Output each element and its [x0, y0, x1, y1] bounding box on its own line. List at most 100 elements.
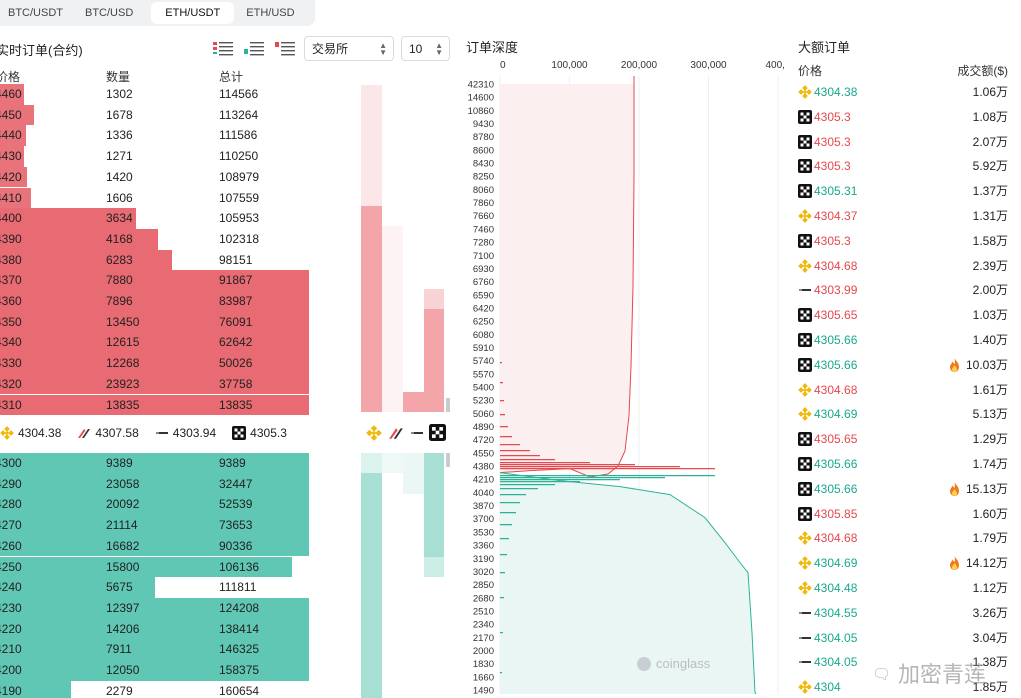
- big-order-amount: 5.92万: [972, 159, 1008, 174]
- bid-row[interactable]: 4280 20092 52539: [0, 494, 340, 516]
- big-order-price: 4304.68: [814, 382, 858, 397]
- ask-row[interactable]: 4350 13450 76091: [0, 311, 340, 333]
- depth-select[interactable]: 10 ▲ ▼: [401, 36, 450, 61]
- big-order-amount: 2.07万: [972, 134, 1008, 149]
- big-order-row[interactable]: 4304.38 1.06万: [796, 80, 1021, 105]
- bid-total: 124208: [219, 600, 260, 615]
- bybit-icon[interactable]: [388, 425, 404, 441]
- bid-row[interactable]: 4290 23058 32447: [0, 473, 340, 495]
- ask-row[interactable]: 4450 1678 113264: [0, 104, 340, 126]
- tab-eth-usdt[interactable]: ETH/USDT: [151, 2, 235, 24]
- bid-row[interactable]: 4210 7911 146325: [0, 639, 340, 660]
- big-order-price: 4305.65: [814, 432, 858, 447]
- big-order-row[interactable]: 4305.65 1.29万: [796, 427, 1021, 452]
- ask-price: 4330: [0, 356, 22, 371]
- big-order-row[interactable]: 4304.68 1.79万: [796, 526, 1021, 551]
- bid-row[interactable]: 4260 16682 90336: [0, 535, 340, 557]
- bid-row[interactable]: 4240 5675 111811: [0, 577, 340, 598]
- ask-row[interactable]: 4330 12268 50026: [0, 353, 340, 374]
- big-order-row[interactable]: 4305.66 1.74万: [796, 452, 1021, 477]
- big-order-row[interactable]: 4305.3 2.07万: [796, 130, 1021, 155]
- exchange-select[interactable]: 交易所 ▲ ▼: [304, 36, 394, 61]
- big-order-row[interactable]: 4305.66 10.03万: [796, 353, 1021, 378]
- big-order-row[interactable]: 4305.3 1.58万: [796, 229, 1021, 254]
- big-order-row[interactable]: 4304.69 14.12万: [796, 551, 1021, 576]
- okx-icon[interactable]: [429, 424, 446, 441]
- ask-depth-bar: [0, 394, 310, 416]
- ask-row[interactable]: 4320 23923 37758: [0, 373, 340, 395]
- col-header-qty: 数量: [106, 70, 131, 84]
- ask-qty: 23923: [106, 376, 140, 391]
- bid-row[interactable]: 4300 9389 9389: [0, 453, 340, 474]
- okx-icon: [798, 333, 812, 350]
- big-order-row[interactable]: 4304.68 1.61万: [796, 378, 1021, 403]
- ask-row[interactable]: 4410 1606 107559: [0, 187, 340, 209]
- ask-total: 37758: [219, 376, 253, 391]
- big-order-row[interactable]: 4305.85 1.60万: [796, 502, 1021, 527]
- bid-qty: 5675: [106, 580, 133, 595]
- tab-eth-usd[interactable]: ETH/USD: [246, 7, 295, 19]
- ask-row[interactable]: 4360 7896 83987: [0, 291, 340, 312]
- big-order-price: 4304.55: [814, 605, 858, 620]
- scrollbar[interactable]: [446, 398, 450, 412]
- tab-btc-usdt[interactable]: BTC/USDT: [8, 7, 63, 19]
- bid-row[interactable]: 4220 14206 138414: [0, 618, 340, 640]
- ask-row[interactable]: 4460 1302 114566: [0, 84, 340, 105]
- bid-qty: 9389: [106, 456, 133, 470]
- ask-row[interactable]: 4340 12615 62642: [0, 332, 340, 354]
- depth-chart[interactable]: 0 100,000 200,000 300,000 400,0 42310 14600 108…: [460, 56, 785, 698]
- scrollbar[interactable]: [446, 453, 450, 467]
- ask-qty: 6283: [106, 252, 133, 267]
- bitget-icon[interactable]: [409, 428, 425, 438]
- big-order-row[interactable]: 4305.3 5.92万: [796, 154, 1021, 179]
- depth-y-tick: 8250: [473, 172, 494, 183]
- big-order-row[interactable]: 4305.31 1.37万: [796, 179, 1021, 204]
- exchange-select-value: 交易所: [312, 42, 349, 56]
- bybit-price: 4307.58: [95, 426, 139, 440]
- big-order-row[interactable]: 4304.05 3.04万: [796, 626, 1021, 651]
- ask-row[interactable]: 4370 7880 91867: [0, 270, 340, 291]
- binance-icon[interactable]: [366, 425, 382, 441]
- bid-row[interactable]: 4190 2279 160654: [0, 680, 340, 698]
- big-order-price: 4304.68: [814, 258, 858, 273]
- view-both-icon[interactable]: [212, 40, 234, 56]
- big-order-row[interactable]: 4305.65 1.03万: [796, 303, 1021, 328]
- big-order-row[interactable]: 4304.48 1.12万: [796, 576, 1021, 601]
- depth-y-tick: 5400: [473, 383, 494, 394]
- ask-row[interactable]: 4310 13835 13835: [0, 394, 340, 416]
- bid-row[interactable]: 4230 12397 124208: [0, 597, 340, 619]
- big-order-row[interactable]: 4305.3 1.08万: [796, 105, 1021, 130]
- big-order-row[interactable]: 4304.68 2.39万: [796, 254, 1021, 279]
- ask-row[interactable]: 4420 1420 108979: [0, 166, 340, 188]
- tab-btc-usd[interactable]: BTC/USD: [85, 7, 134, 19]
- big-order-row[interactable]: 4305.66 1.40万: [796, 328, 1021, 353]
- bid-price: 4300: [0, 456, 22, 470]
- bid-row[interactable]: 4270 21114 73653: [0, 515, 340, 536]
- big-order-row[interactable]: 4303.99 2.00万: [796, 278, 1021, 303]
- big-order-price: 4305.3: [814, 159, 851, 174]
- big-order-row[interactable]: 4305.66 15.13万: [796, 477, 1021, 502]
- binance-icon: [798, 581, 812, 598]
- ask-row[interactable]: 4380 6283 98151: [0, 249, 340, 271]
- big-order-row[interactable]: 4304.69 5.13万: [796, 402, 1021, 427]
- bid-row[interactable]: 4250 15800 106136: [0, 556, 340, 578]
- view-bids-icon[interactable]: [243, 40, 265, 56]
- ask-price: 4410: [0, 190, 22, 205]
- ask-mini-bar: [382, 226, 403, 412]
- ask-row[interactable]: 4390 4168 102318: [0, 228, 340, 250]
- bid-row[interactable]: 4200 12050 158375: [0, 660, 340, 681]
- ask-depth-bar: [0, 249, 172, 271]
- big-order-row[interactable]: 4304.05 1.38万: [796, 650, 1021, 675]
- depth-watermark: coinglass: [656, 656, 711, 671]
- view-asks-icon[interactable]: [274, 40, 296, 56]
- big-order-price: 4305.66: [814, 357, 858, 372]
- big-order-row[interactable]: 4304.37 1.31万: [796, 204, 1021, 229]
- big-order-row[interactable]: 4304.55 3.26万: [796, 601, 1021, 626]
- watermark-icon: 🗨︎: [872, 665, 892, 683]
- ask-row[interactable]: 4400 3634 105953: [0, 208, 340, 229]
- big-order-row[interactable]: 4304 1.85万: [796, 675, 1021, 698]
- big-order-amount: 1.12万: [972, 581, 1008, 595]
- depth-title: 订单深度: [466, 40, 519, 55]
